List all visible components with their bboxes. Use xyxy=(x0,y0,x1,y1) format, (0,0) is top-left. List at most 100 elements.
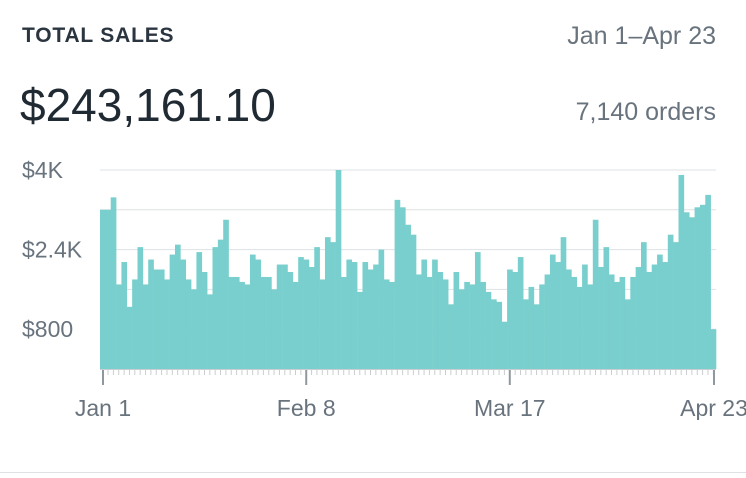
bar[interactable] xyxy=(608,274,615,369)
bar[interactable] xyxy=(314,247,320,369)
bar[interactable] xyxy=(132,279,138,369)
bar[interactable] xyxy=(201,271,208,369)
bar[interactable] xyxy=(437,271,444,369)
bar[interactable] xyxy=(571,276,578,369)
bar[interactable] xyxy=(148,259,154,369)
bar[interactable] xyxy=(646,271,653,369)
bar[interactable] xyxy=(555,262,561,369)
bar[interactable] xyxy=(271,289,278,369)
bar[interactable] xyxy=(116,284,122,369)
bar[interactable] xyxy=(662,262,669,369)
bar[interactable] xyxy=(474,252,481,369)
bar[interactable] xyxy=(373,264,379,369)
bar[interactable] xyxy=(126,306,133,369)
bar[interactable] xyxy=(560,237,567,369)
bar[interactable] xyxy=(587,284,594,369)
bar[interactable] xyxy=(110,197,117,369)
bar[interactable] xyxy=(592,219,599,369)
bar[interactable] xyxy=(153,269,160,370)
bar[interactable] xyxy=(185,279,192,369)
bar[interactable] xyxy=(158,269,165,370)
bar[interactable] xyxy=(298,257,304,369)
bar[interactable] xyxy=(651,264,658,369)
bar[interactable] xyxy=(233,276,240,369)
bar[interactable] xyxy=(308,267,315,369)
bar[interactable] xyxy=(614,281,620,369)
bar[interactable] xyxy=(512,271,519,369)
bar[interactable] xyxy=(576,286,583,369)
bar[interactable] xyxy=(464,281,470,369)
bar[interactable] xyxy=(549,254,556,369)
bar[interactable] xyxy=(137,247,144,369)
bar[interactable] xyxy=(282,264,288,369)
bar[interactable] xyxy=(217,239,224,369)
bar[interactable] xyxy=(207,294,213,369)
bar[interactable] xyxy=(458,289,465,369)
bar[interactable] xyxy=(507,269,513,370)
bar[interactable] xyxy=(705,194,711,369)
bar[interactable] xyxy=(378,249,385,369)
bar[interactable] xyxy=(121,262,128,369)
bar[interactable] xyxy=(164,279,170,369)
bar[interactable] xyxy=(667,234,674,369)
bar[interactable] xyxy=(539,284,545,369)
bar[interactable] xyxy=(442,279,449,369)
bar[interactable] xyxy=(399,207,406,369)
bar[interactable] xyxy=(212,247,219,369)
bar[interactable] xyxy=(330,242,336,369)
bar[interactable] xyxy=(303,259,310,369)
bar[interactable] xyxy=(142,284,149,369)
bar[interactable] xyxy=(448,304,454,369)
bar[interactable] xyxy=(223,219,229,369)
bar[interactable] xyxy=(469,284,476,369)
bar[interactable] xyxy=(244,284,251,369)
bar[interactable] xyxy=(528,286,535,369)
bar[interactable] xyxy=(678,174,685,369)
bar[interactable] xyxy=(480,281,486,369)
bar[interactable] xyxy=(105,209,112,369)
bar[interactable] xyxy=(517,257,524,369)
bar[interactable] xyxy=(351,262,358,369)
bar[interactable] xyxy=(292,281,299,369)
bar[interactable] xyxy=(582,264,588,369)
bar[interactable] xyxy=(228,276,235,369)
bar[interactable] xyxy=(383,279,390,369)
bar[interactable] xyxy=(683,212,690,369)
bar[interactable] xyxy=(239,281,245,369)
bar[interactable] xyxy=(689,217,695,369)
date-range[interactable]: Jan 1–Apr 23 xyxy=(567,22,716,50)
bar[interactable] xyxy=(641,242,647,369)
bar[interactable] xyxy=(624,299,631,369)
bar[interactable] xyxy=(180,259,187,369)
bar[interactable] xyxy=(276,264,283,369)
bar[interactable] xyxy=(367,269,374,370)
bar[interactable] xyxy=(566,269,572,370)
bar[interactable] xyxy=(100,209,106,369)
bar[interactable] xyxy=(174,244,181,369)
bar[interactable] xyxy=(287,271,294,369)
bar[interactable] xyxy=(496,301,503,369)
bar[interactable] xyxy=(544,274,551,369)
bar[interactable] xyxy=(426,276,433,369)
bar[interactable] xyxy=(533,304,540,369)
bar[interactable] xyxy=(630,276,636,369)
bar[interactable] xyxy=(324,237,331,369)
bar[interactable] xyxy=(603,247,610,369)
bar[interactable] xyxy=(405,224,411,369)
bar[interactable] xyxy=(335,170,342,369)
bar[interactable] xyxy=(357,291,363,369)
bar[interactable] xyxy=(319,279,326,369)
bar[interactable] xyxy=(260,276,267,369)
bar[interactable] xyxy=(410,234,417,369)
bar[interactable] xyxy=(673,242,679,369)
bar[interactable] xyxy=(394,199,401,369)
bar[interactable] xyxy=(346,259,353,369)
bar[interactable] xyxy=(389,281,395,369)
bar[interactable] xyxy=(432,259,438,369)
bar[interactable] xyxy=(421,259,428,369)
bar[interactable] xyxy=(266,276,272,369)
bar[interactable] xyxy=(635,267,642,369)
bar[interactable] xyxy=(491,299,497,369)
bar[interactable] xyxy=(501,321,508,369)
bar[interactable] xyxy=(453,271,460,369)
